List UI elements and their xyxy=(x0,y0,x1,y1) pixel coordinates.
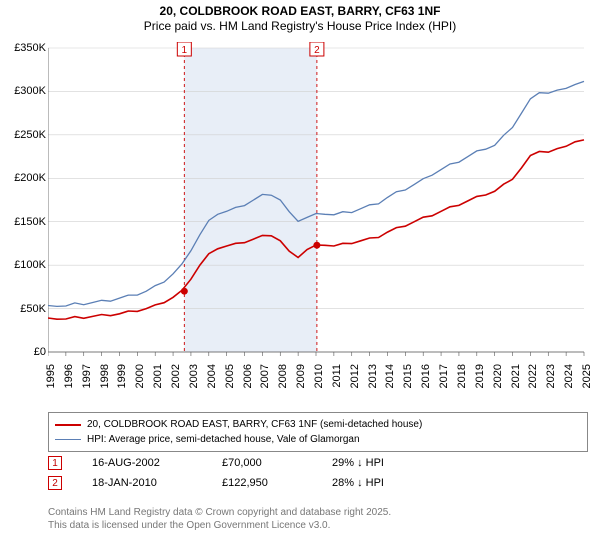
sale-price-2: £122,950 xyxy=(222,477,302,489)
sales-row-1: 1 16-AUG-2002 £70,000 29% ↓ HPI xyxy=(48,456,588,470)
footer: Contains HM Land Registry data © Crown c… xyxy=(48,506,391,532)
chart-area: 12 xyxy=(48,42,588,382)
y-tick-label: £300K xyxy=(2,85,46,97)
legend-swatch-hpi xyxy=(55,439,81,440)
chart-container: 20, COLDBROOK ROAD EAST, BARRY, CF63 1NF… xyxy=(0,0,600,560)
sale-date-1: 16-AUG-2002 xyxy=(92,457,192,469)
y-tick-label: £50K xyxy=(2,303,46,315)
sale-marker-1: 1 xyxy=(48,456,62,470)
svg-text:1: 1 xyxy=(182,45,188,56)
y-tick-label: £150K xyxy=(2,216,46,228)
sale-delta-2: 28% ↓ HPI xyxy=(332,477,384,489)
chart-svg: 12 xyxy=(48,42,588,382)
y-tick-label: £250K xyxy=(2,129,46,141)
title-address: 20, COLDBROOK ROAD EAST, BARRY, CF63 1NF xyxy=(0,4,600,19)
sale-date-2: 18-JAN-2010 xyxy=(92,477,192,489)
sale-price-1: £70,000 xyxy=(222,457,302,469)
legend-row-hpi: HPI: Average price, semi-detached house,… xyxy=(55,432,581,447)
legend-row-property: 20, COLDBROOK ROAD EAST, BARRY, CF63 1NF… xyxy=(55,417,581,432)
title-block: 20, COLDBROOK ROAD EAST, BARRY, CF63 1NF… xyxy=(0,0,600,34)
y-tick-label: £350K xyxy=(2,42,46,54)
sale-delta-1: 29% ↓ HPI xyxy=(332,457,384,469)
footer-line1: Contains HM Land Registry data © Crown c… xyxy=(48,506,391,519)
title-subtitle: Price paid vs. HM Land Registry's House … xyxy=(0,19,600,34)
legend-text-property: 20, COLDBROOK ROAD EAST, BARRY, CF63 1NF… xyxy=(87,417,422,432)
y-tick-label: £200K xyxy=(2,172,46,184)
sale-marker-2: 2 xyxy=(48,476,62,490)
sales-row-2: 2 18-JAN-2010 £122,950 28% ↓ HPI xyxy=(48,476,588,490)
y-tick-label: £100K xyxy=(2,259,46,271)
svg-text:2: 2 xyxy=(314,45,320,56)
y-tick-label: £0 xyxy=(2,346,46,358)
footer-line2: This data is licensed under the Open Gov… xyxy=(48,519,391,532)
legend-text-hpi: HPI: Average price, semi-detached house,… xyxy=(87,432,360,447)
sales-table: 1 16-AUG-2002 £70,000 29% ↓ HPI 2 18-JAN… xyxy=(48,456,588,496)
legend-box: 20, COLDBROOK ROAD EAST, BARRY, CF63 1NF… xyxy=(48,412,588,452)
legend-swatch-property xyxy=(55,424,81,426)
